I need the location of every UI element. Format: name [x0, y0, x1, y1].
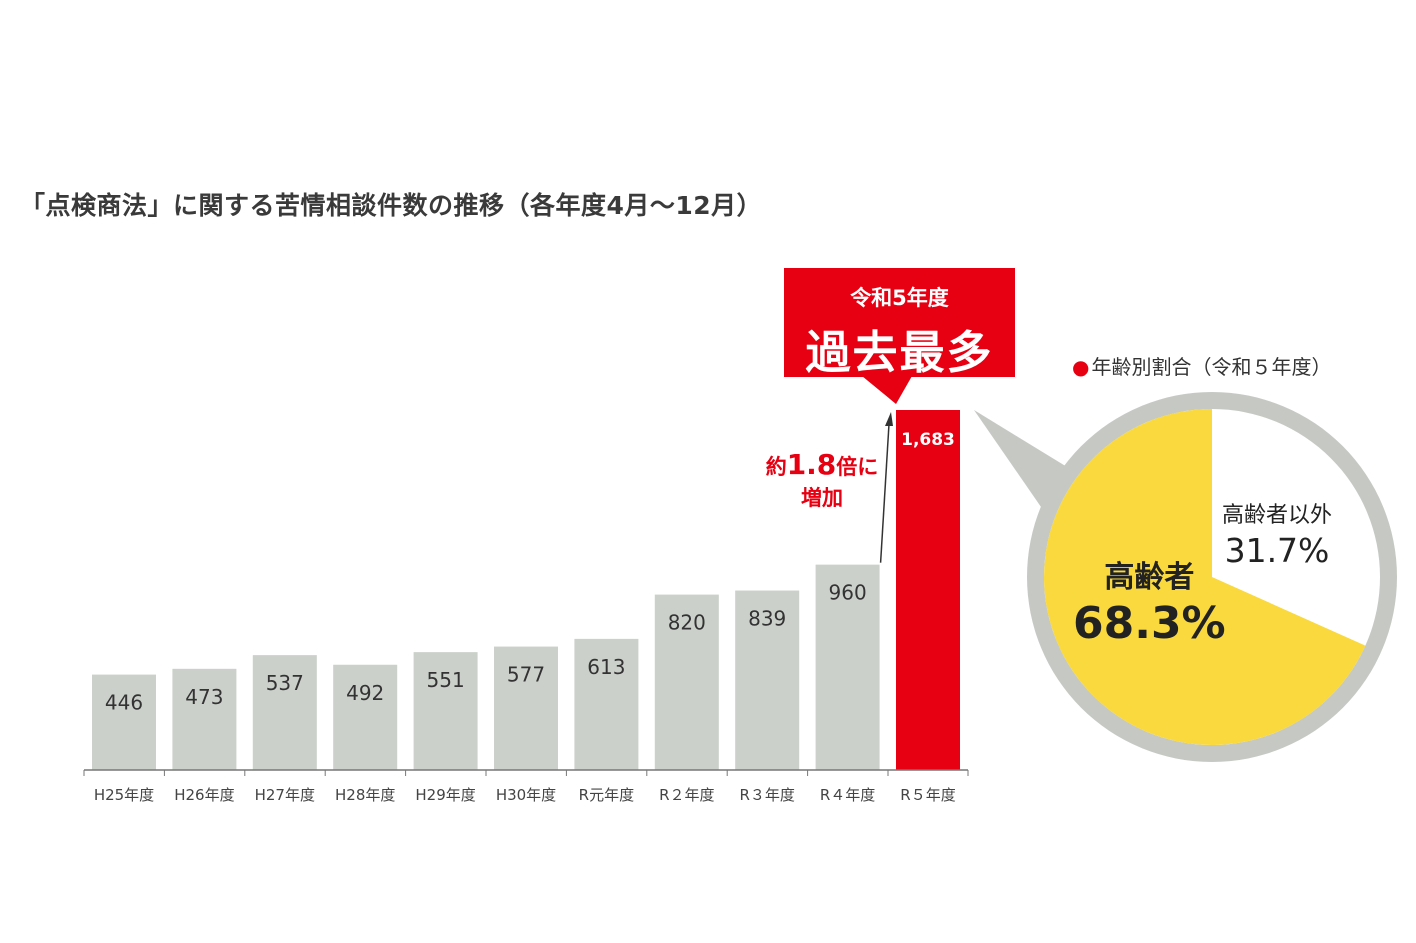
pie-legend: ● 年齢別割合（令和５年度） [1072, 351, 1331, 380]
pie-label-elderly-value: 68.3% [1073, 598, 1226, 649]
bar-8 [735, 590, 800, 770]
bar-value-label-6: 613 [587, 655, 625, 679]
pie-label-elderly-name: 高齢者 [1104, 560, 1195, 595]
bar-value-label-7: 820 [668, 611, 706, 635]
x-tick-label-4: H29年度 [415, 786, 475, 804]
x-axis: H25年度 H26年度 H27年度 H28年度 H29年度 H30年度 R元年度 R２年度 R３… [83, 769, 969, 804]
x-tick-label-7: R２年度 [659, 786, 714, 804]
bar-value-label-5: 577 [507, 663, 545, 687]
bar-1 [172, 668, 237, 770]
bar-10 [896, 410, 960, 770]
pie-legend-label: 年齢別割合（令和５年度） [1091, 355, 1332, 379]
bar-series: 446 473 537 492 551 577 613 820 839 960 1,683 [92, 376, 960, 770]
callout-pointer [862, 376, 912, 404]
legend-dot-icon: ● [1072, 355, 1090, 379]
bar-6 [574, 638, 639, 770]
increase-value: 1.8 [786, 448, 837, 481]
bar-value-label-3: 492 [346, 681, 384, 705]
x-tick-label-6: R元年度 [579, 786, 634, 804]
growth-arrow-line [879, 423, 890, 563]
x-tick-label-9: R４年度 [820, 786, 875, 804]
bar-2 [252, 655, 317, 770]
bar-5 [494, 646, 558, 770]
pie-slice-elderly [1043, 409, 1366, 745]
bar-4 [413, 652, 478, 770]
bar-9 [815, 564, 880, 770]
chart-title: 「点検商法」に関する苦情相談件数の推移（各年度4月～12月） [20, 191, 763, 220]
pie-chart [974, 392, 1397, 762]
bar-value-label-1: 473 [185, 685, 223, 709]
callout-subtitle: 令和5年度 [850, 286, 949, 310]
x-tick-label-8: R３年度 [739, 786, 794, 804]
bar-7 [654, 594, 719, 770]
bar-0 [92, 674, 156, 770]
bar-value-label-0: 446 [105, 691, 143, 715]
x-tick-label-5: H30年度 [496, 786, 556, 804]
x-tick-label-10: R５年度 [900, 786, 955, 804]
x-tick-label-1: H26年度 [174, 786, 234, 804]
bar-value-label-8: 839 [748, 607, 786, 631]
bar-value-label-2: 537 [266, 671, 304, 695]
pie-label-other-value: 31.7% [1224, 531, 1330, 570]
increase-line2: 増加 [801, 485, 843, 510]
pie-label-other: 高齢者以外 31.7% [1222, 497, 1332, 570]
x-tick-label-2: H27年度 [255, 786, 315, 804]
increase-prefix: 約 [765, 455, 787, 479]
bar-3 [333, 664, 398, 770]
increase-suffix: 倍に [836, 455, 879, 479]
bar-value-label-9: 960 [829, 581, 867, 605]
increase-annotation: 約1.8倍に 増加 [752, 446, 892, 512]
bar-value-label-10: 1,683 [901, 430, 955, 450]
record-callout: 令和5年度 過去最多 [784, 268, 1015, 379]
pie-label-elderly: 高齢者 68.3% [1073, 552, 1226, 649]
pie-label-other-name: 高齢者以外 [1222, 503, 1333, 528]
callout-headline: 過去最多 [805, 326, 994, 379]
bar-value-label-4: 551 [427, 668, 465, 692]
growth-arrow-head [885, 412, 893, 426]
x-tick-label-3: H28年度 [335, 786, 395, 804]
x-tick-label-0: H25年度 [94, 786, 154, 804]
